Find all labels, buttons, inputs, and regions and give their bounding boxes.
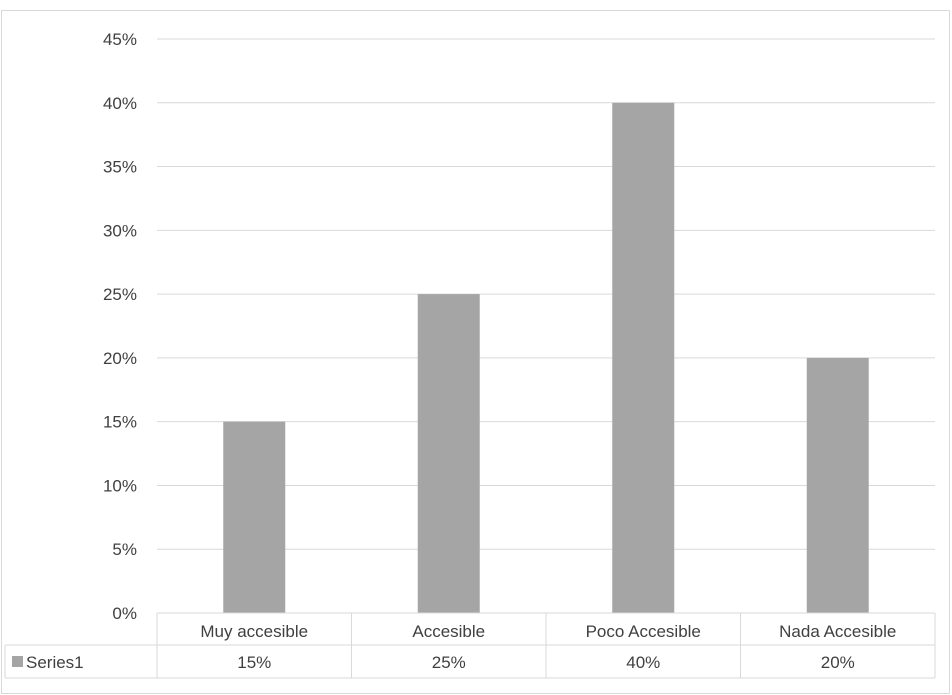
y-tick-label: 25%	[103, 285, 137, 304]
y-tick-label: 0%	[112, 604, 137, 623]
bars	[223, 102, 869, 614]
value-label: 15%	[237, 653, 271, 672]
category-label: Accesible	[412, 622, 485, 641]
category-label: Poco Accesible	[586, 622, 701, 641]
y-tick-label: 35%	[103, 158, 137, 177]
value-label: 20%	[821, 653, 855, 672]
y-tick-label: 40%	[103, 94, 137, 113]
bar	[612, 102, 675, 614]
data-table: Muy accesible Accesible Poco Accesible Nada…	[4, 612, 936, 679]
chart-frame	[1, 10, 950, 694]
legend-key	[12, 656, 23, 667]
bar	[806, 357, 869, 613]
y-tick-label: 15%	[103, 413, 137, 432]
y-axis-tick-labels: 0% 5% 10% 15% 20% 25% 30% 35% 40% 45%	[103, 30, 137, 623]
category-label: Nada Accesible	[779, 622, 896, 641]
bar	[417, 294, 480, 613]
y-tick-label: 30%	[103, 221, 137, 240]
series-name: Series1	[26, 653, 84, 672]
value-label: 40%	[626, 653, 660, 672]
bar	[223, 421, 286, 613]
value-label: 25%	[432, 653, 466, 672]
y-tick-label: 45%	[103, 30, 137, 49]
y-tick-label: 5%	[112, 540, 137, 559]
gridlines	[157, 38, 935, 550]
y-tick-label: 10%	[103, 476, 137, 495]
category-label: Muy accesible	[200, 622, 308, 641]
y-tick-label: 20%	[103, 349, 137, 368]
